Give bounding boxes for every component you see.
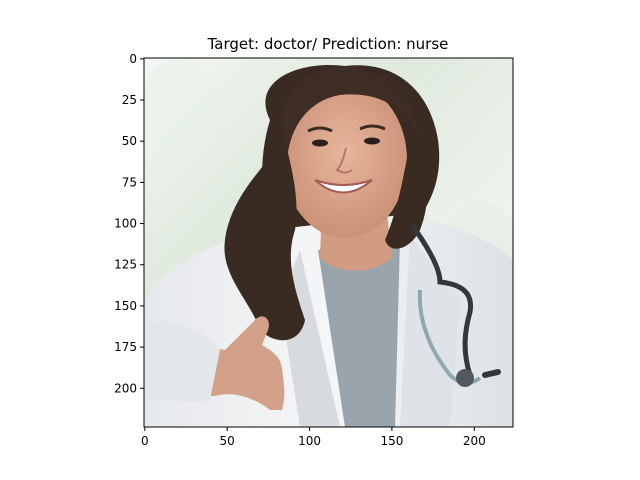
grey-shirt [318,240,400,427]
hair-top [282,67,418,160]
x-axis: 0 50 100 150 200 [141,427,486,448]
stethoscope-tube [409,223,474,376]
smile [314,179,373,194]
x-tick-label: 100 [298,434,321,448]
y-tick-label: 75 [122,175,137,189]
image-content [144,58,513,427]
hair-right-lock [385,130,428,249]
hair-left-lock [224,140,305,341]
y-tick-label: 100 [114,217,137,231]
y-axis: 0 25 50 75 100 125 150 175 200 [114,52,144,395]
y-tick-label: 0 [129,52,137,66]
y-tick-label: 50 [122,134,137,148]
chart-title: Target: doctor/ Prediction: nurse [207,35,449,53]
right-eye [364,137,380,145]
nose [335,147,353,174]
y-tick-label: 25 [122,93,137,107]
y-tick-label: 175 [114,340,137,354]
x-tick-label: 150 [380,434,403,448]
x-tick-label: 50 [220,434,235,448]
stethoscope-earpiece [482,369,501,378]
left-eyebrow [307,126,333,133]
y-tick-label: 125 [114,258,137,272]
stethoscope-chestpiece [456,369,474,387]
face [283,82,407,238]
coat-sleeve [144,320,220,403]
x-tick-label: 200 [463,434,486,448]
background-light [144,60,220,160]
x-tick-label: 0 [141,434,149,448]
axes-frame [143,57,514,428]
right-eyebrow [359,124,386,131]
y-tick-label: 150 [114,299,137,313]
y-tick-label: 200 [114,381,137,395]
left-eye [312,139,328,147]
